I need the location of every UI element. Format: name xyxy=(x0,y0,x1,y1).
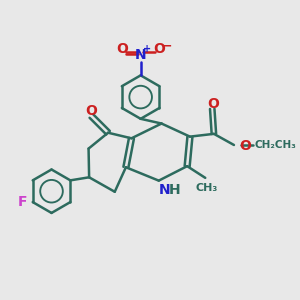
Text: F: F xyxy=(18,195,27,209)
Text: O: O xyxy=(207,97,219,111)
Text: N: N xyxy=(135,48,146,62)
Text: +: + xyxy=(143,44,151,54)
Text: O: O xyxy=(239,139,251,152)
Text: O: O xyxy=(116,43,128,56)
Text: N: N xyxy=(158,182,170,197)
Text: CH₂CH₃: CH₂CH₃ xyxy=(255,140,297,150)
Text: −: − xyxy=(162,39,172,52)
Text: CH₃: CH₃ xyxy=(196,183,218,193)
Text: H: H xyxy=(168,182,180,197)
Text: O: O xyxy=(153,43,165,56)
Text: O: O xyxy=(85,104,97,118)
